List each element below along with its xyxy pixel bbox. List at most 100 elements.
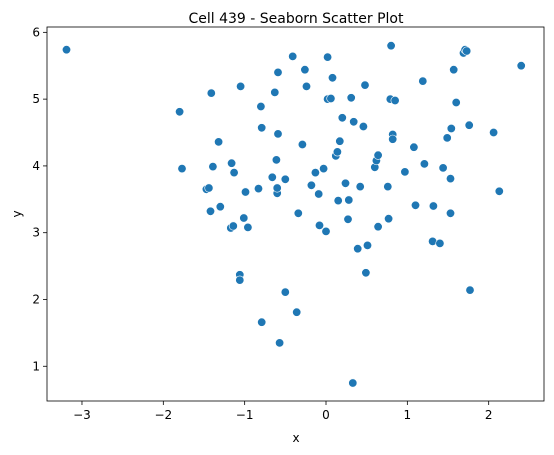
data-point xyxy=(388,134,398,144)
data-point xyxy=(314,189,324,199)
data-point xyxy=(360,80,370,90)
data-point xyxy=(271,155,281,165)
data-point xyxy=(462,46,472,56)
x-tick-label: 1 xyxy=(404,408,412,422)
data-point xyxy=(464,120,474,130)
y-tick-label: 2 xyxy=(32,292,40,306)
data-point xyxy=(410,200,420,210)
data-point xyxy=(227,158,237,168)
data-point xyxy=(235,275,245,285)
data-point xyxy=(215,202,225,212)
data-point xyxy=(229,168,239,178)
data-point xyxy=(373,222,383,232)
data-point xyxy=(177,164,187,174)
data-point xyxy=(267,172,277,182)
data-point xyxy=(314,220,324,230)
data-point xyxy=(273,67,283,77)
data-point xyxy=(208,162,218,172)
y-tick-label: 6 xyxy=(32,25,40,39)
data-point xyxy=(340,178,350,188)
data-point xyxy=(273,129,283,139)
x-tick-label: 0 xyxy=(322,408,330,422)
data-point xyxy=(446,124,456,134)
data-point xyxy=(348,378,358,388)
x-axis-label: x xyxy=(292,431,299,445)
data-point xyxy=(384,214,394,224)
data-point xyxy=(435,238,445,248)
data-point xyxy=(206,206,216,216)
data-point xyxy=(241,187,251,197)
y-tick-label: 1 xyxy=(32,359,40,373)
data-point xyxy=(292,307,302,317)
data-point xyxy=(280,287,290,297)
data-point xyxy=(327,73,337,83)
data-point xyxy=(383,182,393,192)
data-point xyxy=(214,137,224,147)
y-axis-ticks: 1 2 3 4 5 6 xyxy=(32,25,47,373)
data-point xyxy=(333,196,343,206)
data-point xyxy=(256,102,266,112)
data-point xyxy=(175,107,185,117)
data-point xyxy=(442,133,452,143)
data-point xyxy=(319,164,329,174)
data-point xyxy=(275,338,285,348)
chart-title: Cell 439 - Seaborn Scatter Plot xyxy=(188,11,404,27)
data-point xyxy=(373,150,383,160)
data-point xyxy=(386,41,396,51)
data-point xyxy=(321,226,331,236)
data-point xyxy=(355,182,365,192)
x-tick-label: −2 xyxy=(154,408,172,422)
data-point xyxy=(301,81,311,91)
data-point xyxy=(419,159,429,169)
data-point xyxy=(409,142,419,152)
data-point xyxy=(438,163,448,173)
x-tick-label: −3 xyxy=(73,408,91,422)
data-point xyxy=(323,52,333,62)
data-point xyxy=(335,136,345,146)
y-tick-label: 5 xyxy=(32,92,40,106)
data-point xyxy=(206,88,216,98)
data-point xyxy=(332,147,342,157)
data-point xyxy=(61,45,71,55)
data-point xyxy=(516,61,526,71)
data-point xyxy=(361,268,371,278)
x-tick-label: 2 xyxy=(485,408,493,422)
data-point xyxy=(494,186,504,196)
data-point xyxy=(418,76,428,86)
points-layer xyxy=(61,41,526,388)
data-point xyxy=(489,128,499,138)
data-point xyxy=(326,94,336,104)
data-point xyxy=(337,113,347,123)
data-point xyxy=(270,87,280,97)
data-point xyxy=(449,65,459,75)
data-point xyxy=(349,117,359,127)
data-point xyxy=(236,81,246,91)
data-point xyxy=(358,122,368,132)
data-point xyxy=(204,183,214,193)
data-point xyxy=(362,240,372,250)
data-point xyxy=(293,208,303,218)
x-axis-ticks: −3 −2 −1 0 1 2 xyxy=(73,401,493,422)
data-point xyxy=(254,184,264,194)
data-point xyxy=(400,167,410,177)
data-point xyxy=(280,174,290,184)
data-point xyxy=(239,213,249,223)
data-point xyxy=(257,123,267,133)
x-tick-label: −1 xyxy=(236,408,254,422)
data-point xyxy=(297,140,307,150)
data-point xyxy=(390,96,400,106)
data-point xyxy=(428,201,438,211)
data-point xyxy=(344,195,354,205)
data-point xyxy=(451,98,461,108)
data-point xyxy=(306,180,316,190)
data-point xyxy=(346,93,356,103)
data-point xyxy=(343,214,353,224)
data-point xyxy=(465,285,475,295)
data-point xyxy=(310,168,320,178)
data-point xyxy=(257,317,267,327)
data-point xyxy=(445,208,455,218)
data-point xyxy=(353,244,363,254)
data-point xyxy=(445,174,455,184)
data-point xyxy=(228,221,238,231)
